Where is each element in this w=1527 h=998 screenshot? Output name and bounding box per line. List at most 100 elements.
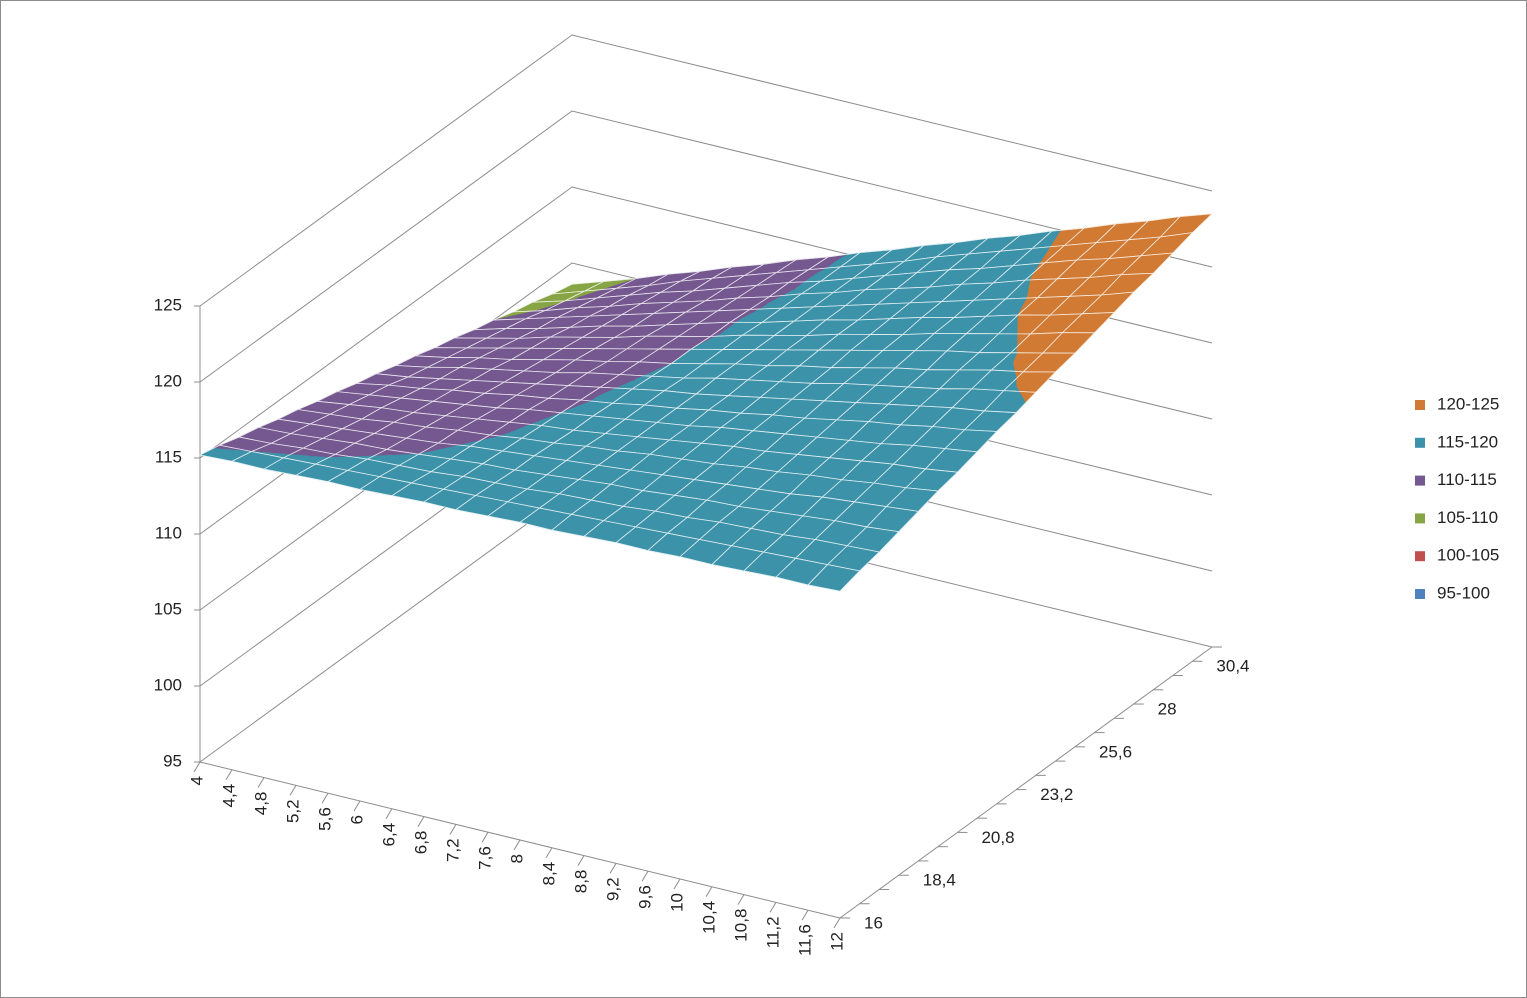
depth-tick-label: 20,8 [981,828,1014,847]
z-tick-label: 105 [154,599,182,618]
x-tick-label: 8 [507,854,526,863]
surface-cell [807,564,861,592]
x-tick [705,886,713,898]
x-tick-label: 7,6 [475,846,494,870]
x-tick [257,777,265,788]
surface-grid [807,564,861,592]
z-tick-label: 120 [154,371,182,390]
x-tick-label: 10 [667,893,686,912]
surface-cell [1031,227,1086,249]
x-tick [449,824,457,835]
z-tick-label: 115 [155,447,182,466]
legend-label: 115-120 [1437,432,1498,451]
x-tick [417,816,425,827]
surface-cell [826,545,881,572]
grid-line [199,110,1213,383]
x-tick-label: 4,4 [219,784,238,808]
x-tick [385,808,393,820]
surface-cell [904,468,959,492]
surface-cell [944,429,998,453]
legend-label: 110-115 [1437,470,1497,489]
surface-cell [427,357,480,368]
legend-label: 100-105 [1437,546,1499,565]
x-tick [193,761,201,773]
surface-cell [774,557,829,586]
x-tick-label: 9,6 [635,885,654,909]
x-tick [673,878,681,890]
x-tick [225,769,233,781]
surface-cell [700,427,755,447]
x-tick [545,847,553,859]
depth-tick-label: 23,2 [1040,785,1073,804]
grid-line [199,34,1213,307]
surface-cell [1002,371,1057,393]
z-tick-label: 95 [163,751,182,770]
legend-swatch [1415,551,1425,562]
x-tick-label: 8,4 [539,862,558,886]
z-tick-label: 125 [154,295,182,314]
x-tick-label: 7,2 [443,838,462,862]
surface-cell [678,539,733,566]
x-tick [609,863,617,874]
x-tick [769,902,777,913]
surface-cell [816,419,870,441]
surface-cell [983,390,1037,414]
legend-label: 95-100 [1437,583,1490,602]
surface-cell [695,377,749,397]
depth-tick-label: 18,4 [923,871,956,890]
x-tick [833,917,841,929]
surface-cell [348,394,403,409]
depth-tick-label: 16 [864,913,883,932]
depth-tick-label: 25,6 [1099,742,1132,761]
x-tick-label: 11,2 [763,916,782,948]
legend-swatch [1415,589,1425,599]
legend-swatch [1415,513,1425,524]
surface-cell [650,363,705,379]
surface-cell [394,355,449,368]
surface-cell [714,363,769,381]
depth-axis [839,646,1213,919]
x-tick-label: 6,8 [411,831,430,855]
surface-cell [710,545,765,572]
surface-cell [787,266,842,283]
z-tick-label: 110 [155,523,182,542]
x-tick-label: 5,6 [315,807,334,831]
x-tick [481,831,489,843]
x-tick [737,894,745,905]
x-tick [289,785,297,796]
surface-cell [803,400,858,421]
x-tick-label: 10,4 [699,901,718,934]
surface-cell [1004,278,1059,300]
x-tick [513,839,521,851]
z-tick-label: 100 [154,675,182,694]
legend-swatch [1415,437,1425,448]
x-tick [577,855,585,866]
x-tick-label: 12 [827,932,846,951]
x-tick-label: 6 [347,815,366,824]
surface-cell [719,412,774,432]
surface-cell [742,551,797,578]
x-tick-label: 6,4 [379,823,398,847]
x-tick-label: 10,8 [731,909,750,942]
surface-cell [365,449,420,466]
x-tick-label: 9,2 [603,877,622,901]
x-tick-label: 4 [187,776,206,785]
surface-cell [721,334,776,351]
x-tick-label: 5,2 [283,799,302,823]
depth-tick-label: 28 [1158,700,1177,719]
x-tick [353,800,361,812]
surface-cell [466,337,519,349]
surface-cell [618,361,673,377]
x-tick-label: 4,8 [251,792,270,816]
surface-cell [388,376,442,389]
legend-swatch [1415,475,1425,486]
surface-cell [476,407,531,423]
x-tick-label: 11,6 [795,924,814,956]
x-tick [801,909,809,921]
x-tick [321,792,329,804]
legend-label: 105-110 [1437,508,1498,527]
legend-swatch [1415,400,1425,410]
x-tick [641,870,649,882]
x-tick-label: 8,8 [571,870,590,894]
